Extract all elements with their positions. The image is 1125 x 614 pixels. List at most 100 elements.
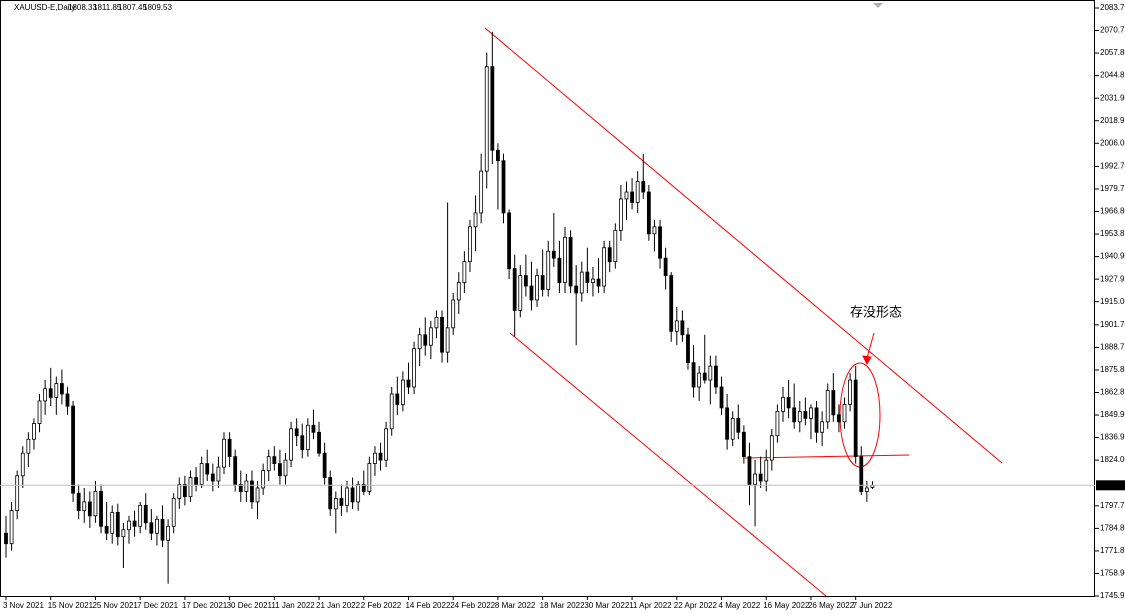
candle-body: [792, 407, 797, 423]
x-tick-label: 3 Nov 2021: [3, 601, 44, 610]
candle-body: [646, 191, 651, 235]
y-tick-label: 1862.85: [1100, 388, 1125, 397]
open-value: 1808.33: [68, 3, 97, 12]
candle-body: [400, 379, 405, 405]
x-tick-label: 25 Nov 2021: [92, 601, 138, 610]
candle-body: [797, 410, 802, 423]
candle-body: [322, 452, 327, 478]
y-tick-label: 1875.80: [1100, 365, 1125, 374]
y-tick-label: 1888.75: [1100, 343, 1125, 352]
candle-body: [557, 257, 562, 283]
candle-body: [373, 452, 377, 465]
candle-body: [222, 438, 226, 468]
candle-body: [4, 532, 8, 545]
candle-body: [132, 520, 137, 527]
candle-body: [317, 431, 321, 454]
candle-body: [602, 247, 607, 287]
candle-body: [507, 212, 512, 270]
candle-body: [445, 327, 450, 353]
candle-body: [490, 66, 495, 151]
candle-body: [166, 525, 171, 541]
candle-body: [579, 271, 584, 294]
candle-body: [160, 518, 165, 541]
candle-body: [278, 463, 282, 477]
candle-body: [127, 520, 131, 531]
candle-body: [99, 491, 103, 527]
candle-body: [48, 388, 53, 398]
candle-body: [182, 484, 187, 498]
candle-body: [32, 423, 36, 440]
candle-body: [714, 365, 718, 388]
candle-body: [82, 501, 87, 512]
candle-body: [753, 473, 757, 485]
arrow-line: [866, 332, 875, 359]
candle-body: [725, 407, 730, 440]
candle-body: [462, 261, 467, 283]
candle-body: [663, 257, 668, 276]
candle-body: [233, 456, 238, 485]
candle-body: [848, 379, 852, 405]
candle-body: [781, 397, 785, 412]
candle-body: [568, 236, 573, 287]
candle-body: [9, 510, 14, 545]
candle-body: [691, 362, 696, 388]
candle-body: [384, 428, 389, 461]
candle-body: [65, 393, 70, 407]
candle-body: [367, 463, 372, 492]
x-tick-label: 4 May 2022: [719, 601, 761, 610]
channel-lower: [509, 332, 827, 597]
candle-body: [177, 484, 182, 499]
candle-body: [104, 525, 109, 534]
x-tick-label: 26 May 2022: [808, 601, 855, 610]
y-tick-label: 2057.80: [1100, 48, 1125, 57]
candle-body: [71, 405, 75, 494]
y-tick-label: 2044.85: [1100, 71, 1125, 80]
candle-body: [93, 491, 98, 517]
candle-body: [199, 463, 204, 485]
x-tick-label: 24 Feb 2022: [450, 601, 495, 610]
candle-body: [110, 511, 115, 534]
candle-body: [266, 456, 271, 471]
candle-body: [585, 271, 590, 283]
candle-body: [518, 275, 523, 311]
x-tick-label: 30 Mar 2022: [584, 601, 629, 610]
candle-body: [546, 250, 551, 290]
x-tick-label: 8 Mar 2022: [495, 601, 536, 610]
candle-body: [255, 487, 260, 503]
candle-body: [423, 334, 428, 346]
candle-body: [412, 348, 416, 388]
chart-title: XAUUSD-E,Daily: [14, 3, 75, 12]
candle-body: [54, 383, 59, 398]
candle-body: [523, 275, 528, 287]
candle-body: [741, 431, 746, 458]
y-tick-label: 1784.80: [1100, 523, 1125, 532]
arrow-head: [862, 355, 872, 366]
candle-body: [468, 226, 472, 263]
candle-body: [764, 459, 769, 482]
y-tick-label: 1836.95: [1100, 433, 1125, 442]
high-value: 1811.85: [93, 3, 122, 12]
candle-body: [859, 456, 864, 492]
y-tick-label: 1915.00: [1100, 297, 1125, 306]
candle-body: [769, 435, 774, 461]
candle-body: [563, 236, 567, 283]
candle-body: [171, 498, 176, 527]
candle-body: [758, 473, 763, 482]
candle-body: [680, 320, 685, 336]
candle-body: [361, 484, 366, 492]
y-tick-label: 1849.90: [1100, 410, 1125, 419]
candle-body: [658, 226, 662, 259]
candle-body: [378, 452, 383, 461]
y-tick-label: 1979.75: [1100, 184, 1125, 193]
candle-body: [641, 181, 646, 193]
candle-body: [702, 372, 707, 381]
candle-body: [333, 498, 338, 510]
y-tick-label: 1771.85: [1100, 546, 1125, 555]
candle-body: [613, 229, 618, 263]
candle-body: [60, 383, 64, 395]
candle-body: [574, 285, 579, 294]
candle-body: [356, 484, 361, 503]
candle-body: [596, 278, 601, 287]
price-label: 1809.53: [1099, 480, 1125, 489]
y-tick-label: 1953.85: [1100, 229, 1125, 238]
